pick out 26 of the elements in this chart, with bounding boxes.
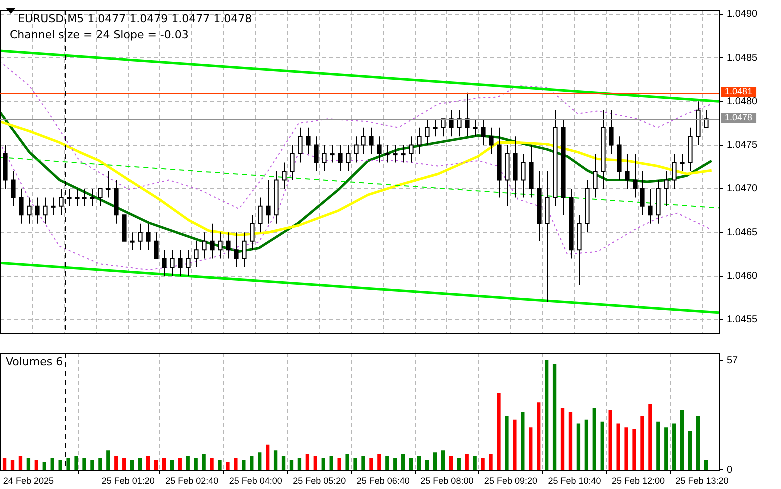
y-tick-label: 1.0490 xyxy=(727,9,758,20)
text: Channel size = 24 Slope = -0.03 xyxy=(10,28,189,42)
y-tick-label: 1.0465 xyxy=(727,227,758,238)
x-tick-label: 25 Feb 10:40 xyxy=(548,476,602,486)
ref-line-label: 1.0481 xyxy=(725,86,753,96)
y-tick-label: 1.0475 xyxy=(727,140,758,152)
y-tick-label: 1.0485 xyxy=(727,52,758,64)
x-tick-label: 25 Feb 08:00 xyxy=(420,476,474,486)
y-tick-label: 1.0470 xyxy=(727,184,758,195)
y-tick-label: 1.0460 xyxy=(727,271,758,282)
y-tick-label: 57 xyxy=(727,355,739,366)
y-tick-label: 0 xyxy=(727,464,733,476)
ref-line-label: 1.0478 xyxy=(725,112,753,122)
x-tick-label: 25 Feb 06:40 xyxy=(356,476,410,486)
y-tick-label: 1.0480 xyxy=(727,96,758,108)
y-tick-label: 1.0455 xyxy=(727,314,758,326)
x-tick-label: 25 Feb 01:20 xyxy=(102,476,155,486)
x-tick-label: 25 Feb 12:00 xyxy=(612,476,666,486)
x-tick-label: 25 Feb 13:20 xyxy=(676,476,729,486)
x-tick-label: 24 Feb 2025 xyxy=(3,476,54,486)
x-tick-label: 25 Feb 09:20 xyxy=(484,476,538,486)
chart-title: Volumes 6 xyxy=(6,355,64,368)
x-tick-label: 25 Feb 02:40 xyxy=(166,476,219,486)
x-tick-label: 25 Feb 04:00 xyxy=(229,476,282,486)
chart-title: EURUSD,M5 1.0477 1.0479 1.0477 1.0478 xyxy=(18,12,252,26)
x-tick-label: 25 Feb 05:20 xyxy=(293,476,346,486)
